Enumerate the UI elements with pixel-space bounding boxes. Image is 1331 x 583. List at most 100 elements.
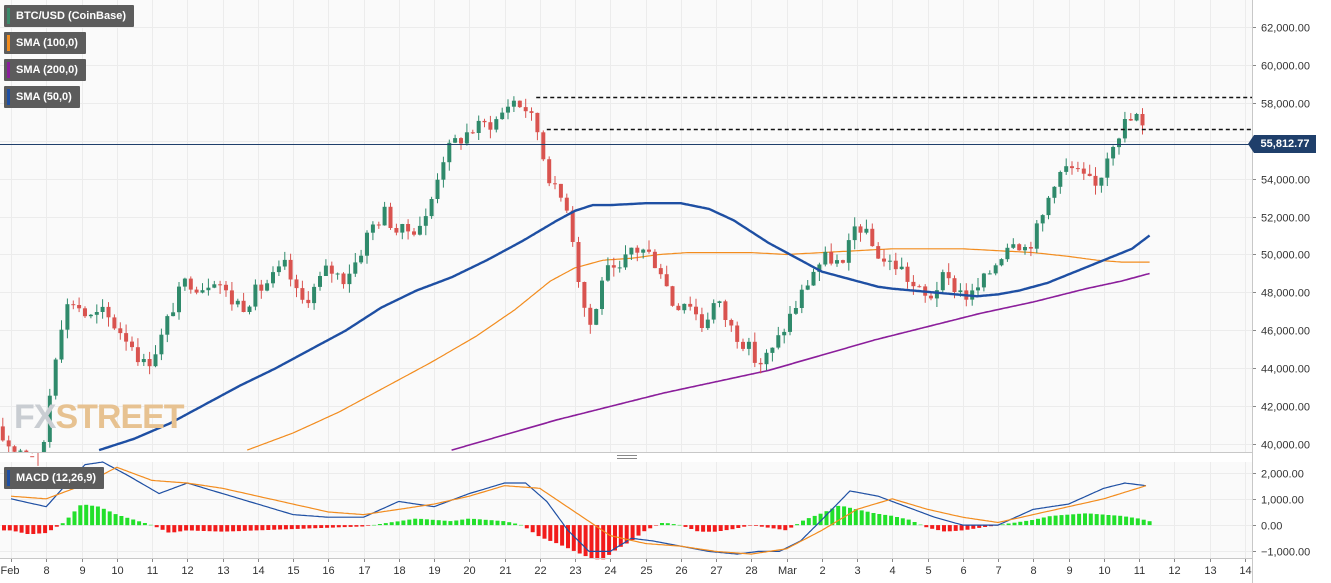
candle-up [1023,247,1027,251]
candle-down [911,281,916,287]
candle-down [394,228,399,233]
time-tick-label: 10 [1098,565,1110,577]
histogram-bar-positive [848,507,852,526]
candle-up [435,179,440,199]
histogram-bar-negative [577,525,582,554]
candle-up [641,249,646,253]
candle-up [153,354,158,367]
candle-up [382,206,387,226]
candle-down [124,333,129,342]
time-tick-label: 9 [1066,565,1072,577]
candle-down [699,314,704,328]
candle-up [958,290,963,292]
time-axis[interactable]: Feb 8 9 10 11 12 13 14 15 16 17 18 19 20 21 22 23 24 25 26 2… [1,558,1252,577]
histogram-bar-negative [536,525,541,537]
legend-instrument[interactable]: BTC/USD (CoinBase) [4,5,135,27]
candle-up [347,273,352,285]
histogram-bar-positive [1118,515,1123,526]
histogram-bar-positive [836,505,841,526]
macd-tick-label: −1,000.00 [1261,547,1310,559]
candle-down [676,305,681,311]
histogram-bar-positive [377,524,382,526]
pane-resize-handle[interactable] [617,455,637,461]
histogram-bar-negative [13,525,18,532]
candle-up [365,232,369,256]
candle-up [494,119,499,130]
candle-up [1117,138,1121,148]
candle-down [1140,114,1145,126]
histogram-bar-positive [1065,514,1070,526]
legend-sma200[interactable]: SMA (200,0) [4,59,86,81]
histogram-bar-negative [325,525,330,528]
candle-down [1075,168,1080,170]
macd-axis[interactable]: 2,000.00 1,000.00 0.00 −1,000.00 [1252,469,1310,559]
candle-down [541,132,546,160]
histogram-bar-positive [1106,515,1111,526]
candle-down [558,183,563,198]
candle-up [717,301,722,303]
candle-down [917,286,922,288]
histogram-bar-negative [947,525,952,532]
histogram-bar-positive [1006,523,1011,526]
histogram-bar-negative [49,525,53,531]
candle-down [83,308,87,317]
time-tick-label: 12 [1168,565,1180,577]
sma-200-path [451,272,1150,451]
histogram-bar-positive [1141,519,1146,526]
histogram-bar-negative [266,525,271,530]
histogram-bar-positive [430,519,435,526]
time-tick-label: 13 [217,565,229,577]
candle-down [1093,175,1098,186]
legend-sma50[interactable]: SMA (50,0) [4,86,80,108]
candle-up [476,120,481,133]
histogram-bar-positive [1129,517,1134,526]
candle-up [782,331,787,336]
time-tick-label: Feb [1,565,20,577]
histogram-bar-positive [448,521,453,526]
candle-down [694,306,698,315]
time-tick-label: 26 [675,565,687,577]
legend-macd[interactable]: MACD (12,26,9) [4,467,105,489]
price-tick-label: 60,000.00 [1261,61,1310,73]
histogram-bar-positive [148,524,153,526]
candle-up [276,266,281,273]
histogram-bar-negative [342,525,347,528]
histogram-bar-negative [642,525,647,532]
histogram-bar-negative [624,525,629,544]
histogram-bar-positive [419,518,424,526]
histogram-bar-negative [636,525,641,536]
candle-up [206,287,211,291]
candle-up [1052,186,1057,198]
histogram-bar-positive [401,520,406,526]
candle-up [835,260,839,264]
histogram-bar-negative [983,525,988,527]
time-tick-label: 16 [322,565,334,577]
candle-up [318,276,322,287]
candle-up [1005,247,1010,260]
histogram-bar-negative [613,525,617,551]
sma-200-line [451,272,1150,451]
candle-up [94,312,99,315]
histogram-bar-negative [242,525,247,531]
histogram-bar-negative [548,525,553,541]
macd-tick-label: 2,000.00 [1261,469,1304,481]
legend-sma100[interactable]: SMA (100,0) [4,32,86,54]
candle-down [1087,173,1092,176]
histogram-bar-positive [483,519,488,526]
candle-up [282,259,287,267]
histogram-bar-negative [231,525,236,532]
histogram-bar-negative [618,525,623,547]
price-pane[interactable] [0,0,1252,452]
candle-up [1058,172,1063,187]
candle-down [658,268,663,275]
histogram-bar-negative [654,525,659,526]
histogram-bar-positive [842,506,847,526]
candle-down [288,259,293,280]
candle-down [882,258,886,262]
histogram-bar-positive [72,511,77,526]
histogram-bar-negative [319,525,324,528]
histogram-bar-negative [601,525,606,560]
histogram-bar-positive [900,518,905,526]
price-tick-label: 42,000.00 [1261,402,1310,414]
watermark-fx: FX [14,398,56,436]
